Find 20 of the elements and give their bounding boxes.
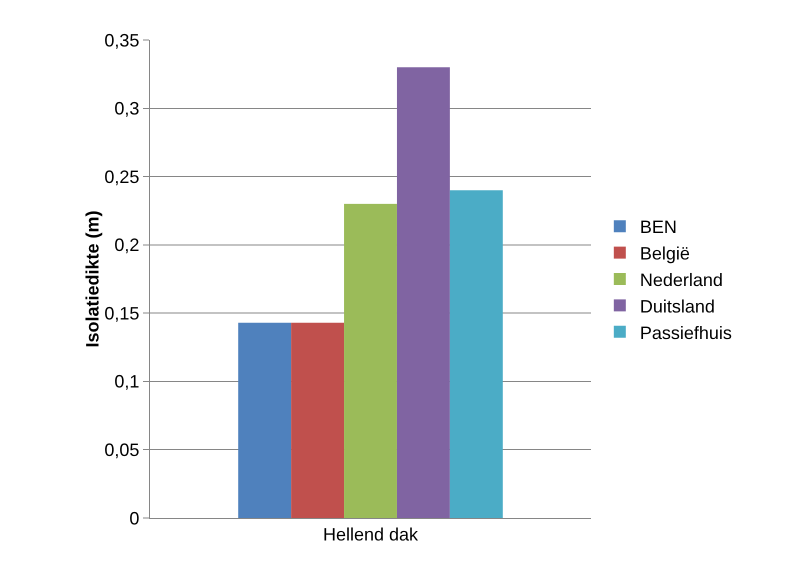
legend-label: Duitsland <box>640 296 715 316</box>
y-tick-label: 0,3 <box>114 98 140 119</box>
bar <box>291 322 344 518</box>
bar <box>450 190 503 518</box>
legend-label: België <box>640 244 690 264</box>
y-axis-title: Isolatiedikte (m) <box>82 210 102 348</box>
y-tick-label: 0,25 <box>104 166 140 187</box>
y-tick-label: 0 <box>129 508 140 528</box>
y-tick-label: 0,35 <box>104 30 140 50</box>
y-tick-label: 0,1 <box>114 372 140 392</box>
y-tick-label: 0,2 <box>114 235 140 256</box>
legend-label: BEN <box>640 217 677 238</box>
y-tick-label: 0,05 <box>104 440 140 460</box>
bar <box>396 67 450 518</box>
bar <box>344 204 397 518</box>
legend-label: Nederland <box>640 270 723 290</box>
legend-label: Passiefhuis <box>640 322 732 343</box>
y-tick-label: 0,15 <box>104 303 140 324</box>
bar <box>238 322 292 518</box>
x-tick-label: Hellend dak <box>322 524 420 545</box>
